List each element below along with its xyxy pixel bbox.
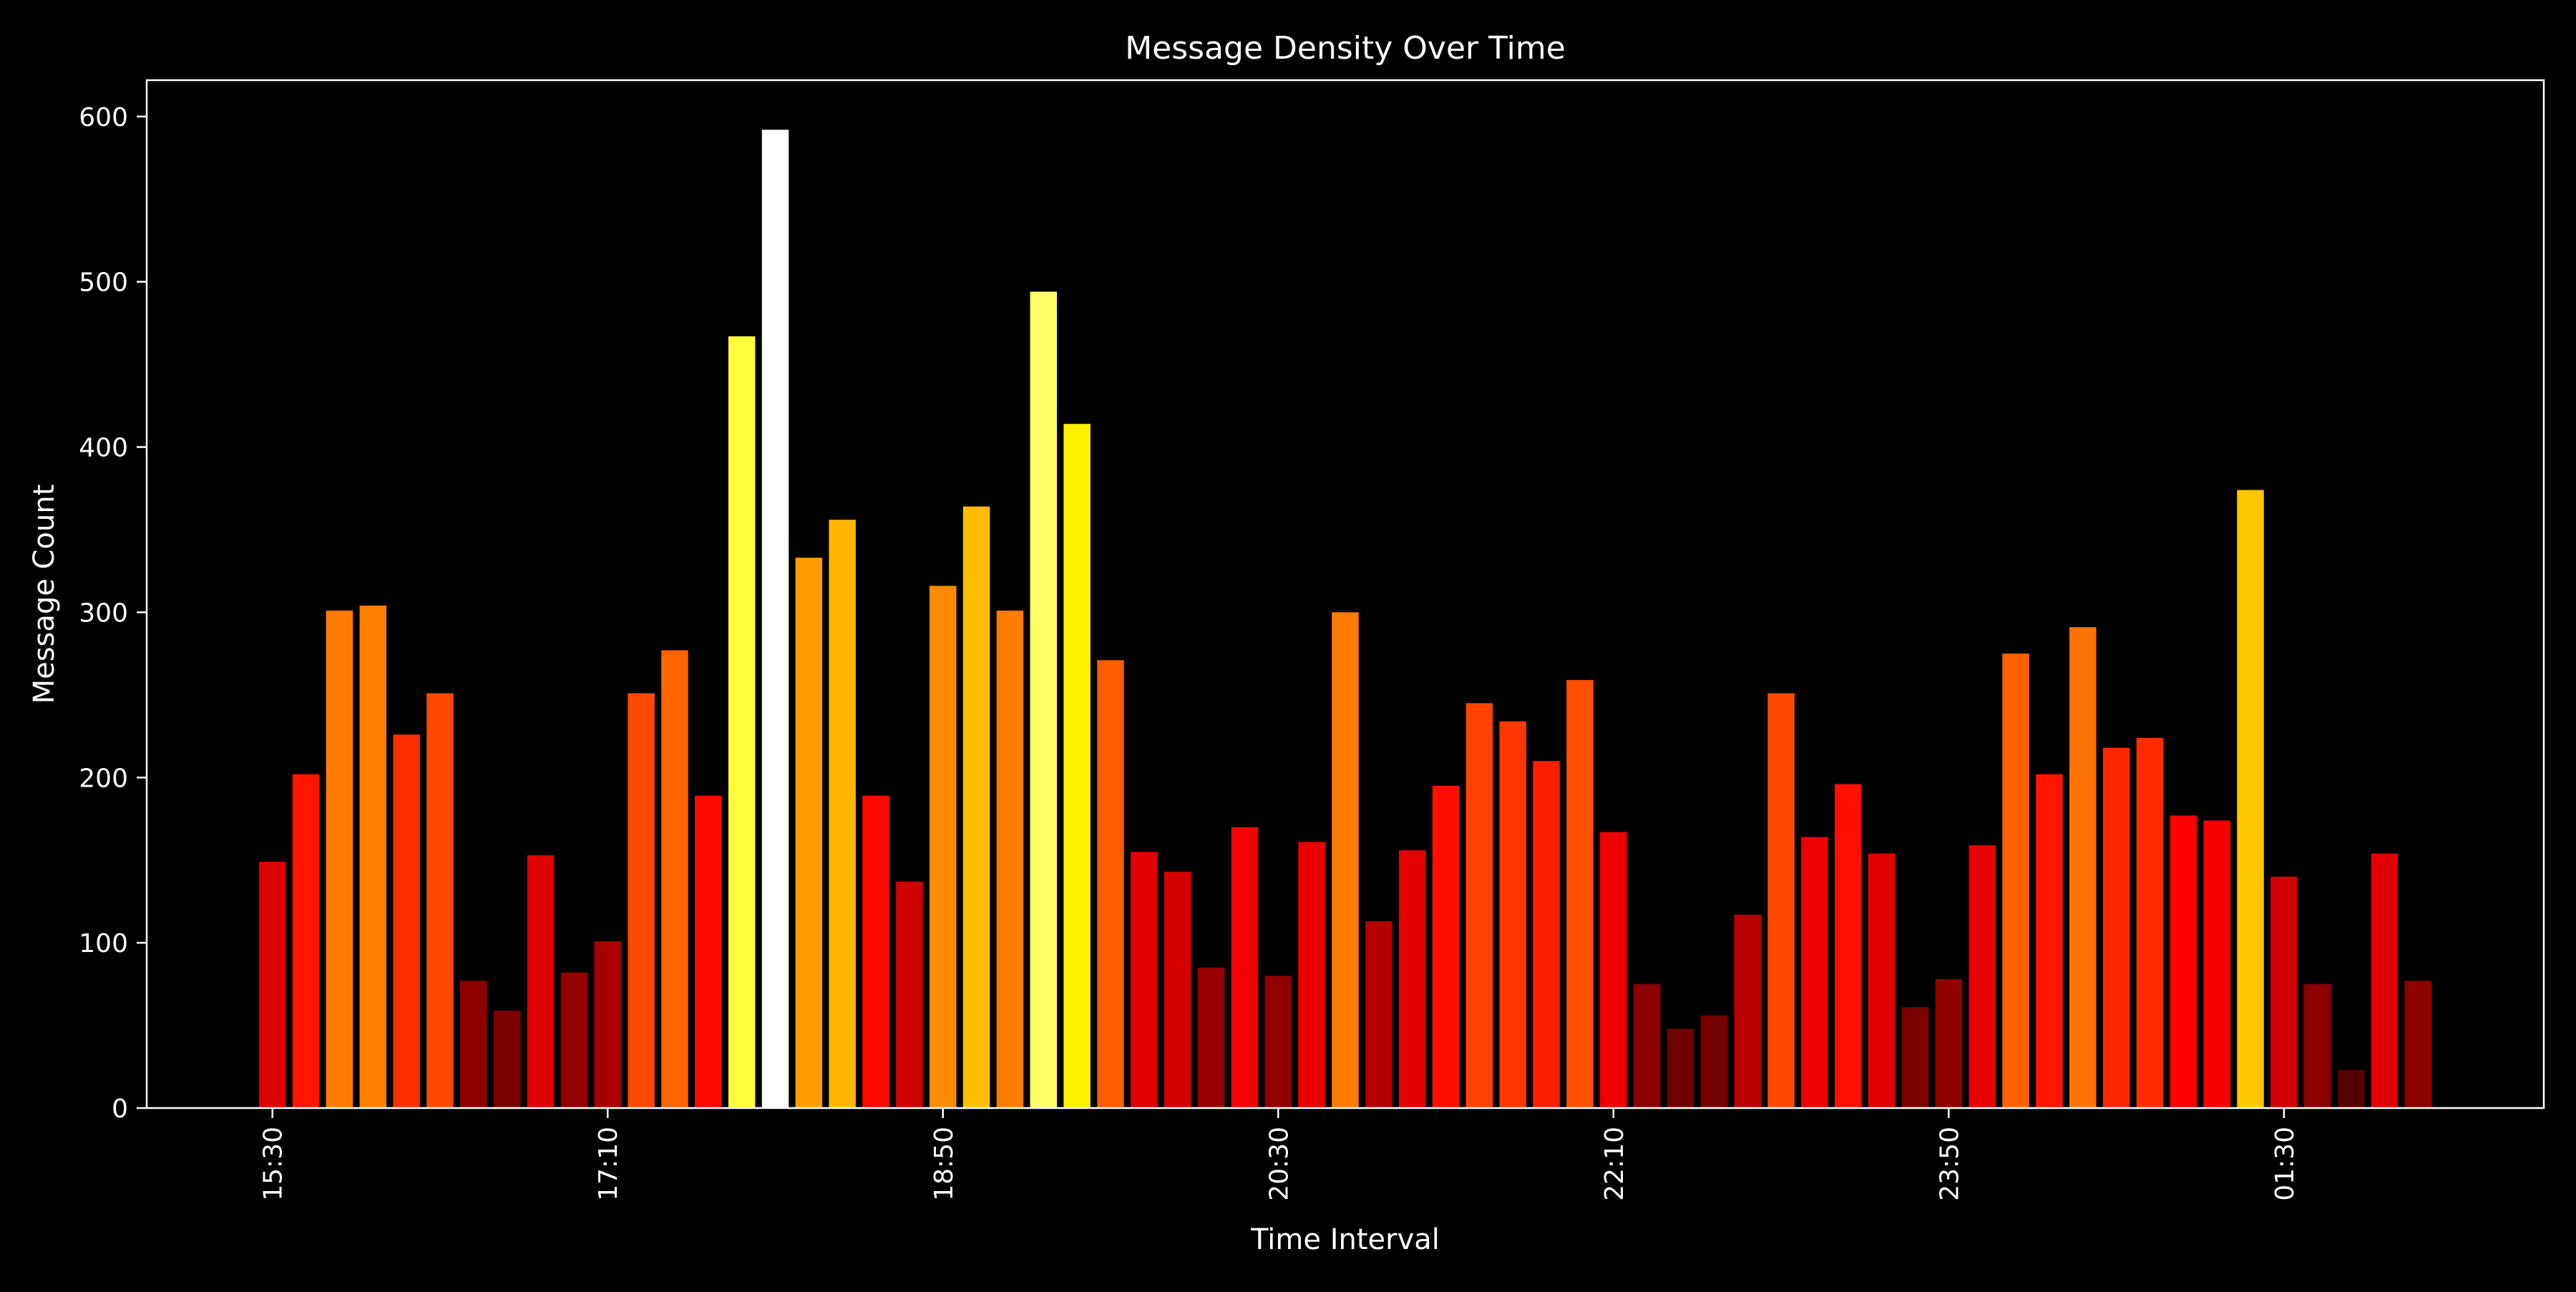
bar-8 <box>527 855 555 1108</box>
bar-9 <box>560 972 588 1108</box>
bar-33 <box>1365 921 1392 1108</box>
bar-34 <box>1398 850 1426 1108</box>
x-tick-label: 20:30 <box>1264 1127 1294 1201</box>
bar-54 <box>2069 627 2097 1108</box>
bar-48 <box>1868 853 1896 1108</box>
x-tick-label: 15:30 <box>259 1127 288 1201</box>
bar-17 <box>829 520 856 1108</box>
bar-47 <box>1835 784 1862 1108</box>
bar-3 <box>359 606 386 1108</box>
bar-30 <box>1264 976 1292 1108</box>
bar-4 <box>393 734 420 1108</box>
bar-57 <box>2170 815 2197 1108</box>
bar-61 <box>2304 983 2331 1108</box>
bar-14 <box>728 336 756 1108</box>
bar-19 <box>896 881 923 1108</box>
bar-1 <box>292 774 320 1108</box>
bar-38 <box>1533 761 1560 1108</box>
bar-5 <box>426 693 454 1108</box>
bar-28 <box>1197 967 1225 1108</box>
bar-58 <box>2203 820 2230 1108</box>
bar-51 <box>1968 845 1996 1108</box>
bar-44 <box>1734 914 1761 1108</box>
bar-24 <box>1063 424 1091 1108</box>
bar-22 <box>996 611 1024 1108</box>
x-tick-label: 18:50 <box>930 1127 959 1201</box>
y-tick-label: 100 <box>79 929 128 958</box>
bar-12 <box>661 650 688 1108</box>
bar-6 <box>460 981 487 1108</box>
bar-29 <box>1231 827 1259 1108</box>
bar-27 <box>1163 871 1191 1108</box>
bar-20 <box>930 586 957 1108</box>
x-axis: 15:30 17:10 18:50 20:30 22:10 23:50 01:30 <box>259 1108 2300 1201</box>
bar-42 <box>1667 1029 1694 1108</box>
bar-43 <box>1700 1015 1728 1108</box>
bar-37 <box>1499 721 1527 1108</box>
bar-16 <box>795 558 823 1108</box>
bar-21 <box>962 506 990 1108</box>
bar-23 <box>1030 291 1058 1109</box>
bar-0 <box>258 862 286 1108</box>
chart-title: Message Density Over Time <box>1125 30 1566 67</box>
y-tick-label: 0 <box>112 1094 128 1124</box>
bar-31 <box>1298 842 1325 1108</box>
x-tick-label: 17:10 <box>594 1127 623 1201</box>
y-tick-label: 200 <box>79 764 128 793</box>
bar-36 <box>1465 703 1493 1108</box>
bar-26 <box>1131 852 1158 1108</box>
bar-13 <box>695 795 722 1108</box>
bar-25 <box>1097 660 1124 1108</box>
bar-52 <box>2002 654 2029 1108</box>
y-axis: 0 100 200 300 400 500 600 <box>79 103 147 1124</box>
y-tick-label: 600 <box>79 103 128 132</box>
bar-2 <box>326 611 353 1108</box>
bar-64 <box>2404 981 2432 1108</box>
bar-50 <box>1935 978 1963 1108</box>
bar-39 <box>1566 680 1594 1108</box>
plot-frame <box>145 79 2545 1109</box>
x-tick-label: 23:50 <box>1935 1127 1964 1201</box>
bar-15 <box>761 130 789 1108</box>
bar-11 <box>628 693 655 1108</box>
bar-32 <box>1332 612 1359 1108</box>
x-tick-label: 22:10 <box>1600 1127 1629 1201</box>
bar-7 <box>493 1010 521 1108</box>
bar-49 <box>1901 1007 1929 1108</box>
y-tick-label: 300 <box>79 598 128 628</box>
bars-layer <box>258 130 2432 1109</box>
y-tick-label: 500 <box>79 268 128 298</box>
bar-63 <box>2371 853 2399 1108</box>
bar-35 <box>1432 785 1460 1108</box>
bar-41 <box>1633 983 1661 1108</box>
bar-18 <box>862 795 889 1108</box>
bar-59 <box>2237 490 2264 1108</box>
y-tick-label: 400 <box>79 434 128 463</box>
bar-53 <box>2036 774 2063 1108</box>
x-axis-title: Time Interval <box>1250 1223 1440 1256</box>
bar-60 <box>2270 876 2298 1108</box>
x-tick-label: 01:30 <box>2270 1127 2300 1201</box>
bar-56 <box>2136 737 2164 1108</box>
bar-62 <box>2337 1069 2365 1108</box>
bar-55 <box>2102 747 2130 1108</box>
bar-46 <box>1801 837 1828 1108</box>
y-axis-title: Message Count <box>28 485 61 704</box>
bar-45 <box>1767 693 1795 1108</box>
bar-40 <box>1600 832 1627 1108</box>
bar-10 <box>594 941 621 1108</box>
